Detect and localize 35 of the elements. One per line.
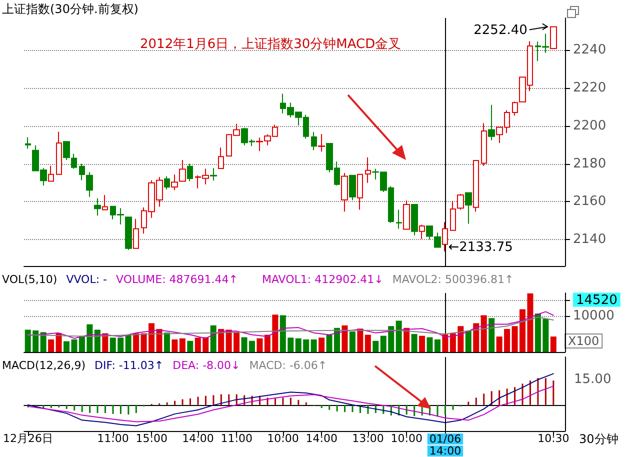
text: DEA: -8.00↓ [172, 359, 240, 372]
text: MAVOL2: 500396.81↑ [392, 273, 514, 286]
x-axis-title: 30分钟 [579, 432, 618, 446]
chart-title: VOL(5,10) [2, 273, 58, 286]
x-tick-label: 12月26日 [2, 432, 53, 445]
y-tick-label: 10000 [573, 308, 614, 324]
chart-title: 上证指数(30分钟.前复权) [2, 2, 138, 16]
x-tick-label: 10:30 [538, 432, 570, 445]
text: VVOL: - [66, 273, 108, 286]
x-tick-label: 11:00 [97, 432, 129, 445]
y-tick-label: 2240 [573, 42, 606, 58]
text: MACD: -6.06↑ [249, 359, 328, 372]
x-tick-label: 10:00 [390, 432, 422, 445]
x-tick-label: 01/06 14:00 [429, 432, 462, 457]
chart-title: MACD(12,26,9) [2, 359, 86, 372]
y-tick-label: 2180 [573, 156, 606, 172]
y-tick-label: 2140 [573, 232, 606, 247]
annotation: ←2133.75 [448, 240, 513, 255]
text: VOLUME: 487691.44↑ [116, 273, 238, 286]
y-tick-label: 2200 [573, 118, 606, 134]
y-tick-label: 14520 [576, 292, 618, 308]
x-tick-label: 11:00 [220, 432, 252, 445]
y-tick-label: 2220 [573, 80, 606, 96]
x-tick-label: 10:00 [267, 432, 299, 445]
y-axis-title: X100 [568, 334, 600, 348]
text: 15.00 [574, 372, 612, 387]
x-tick-label: 15:00 [136, 432, 168, 445]
x-tick-label: 14:00 [182, 432, 214, 445]
y-tick-label: 2160 [573, 194, 606, 210]
annotation: 2012年1月6日，上证指数30分钟MACD金叉 [140, 36, 402, 53]
annotation: 2252.40 [474, 23, 528, 38]
text: MAVOL1: 412902.41↓ [262, 273, 384, 286]
text: DIF: -11.03↑ [94, 359, 164, 372]
x-tick-label: 14:00 [306, 432, 338, 445]
x-tick-label: 13:00 [352, 432, 384, 445]
